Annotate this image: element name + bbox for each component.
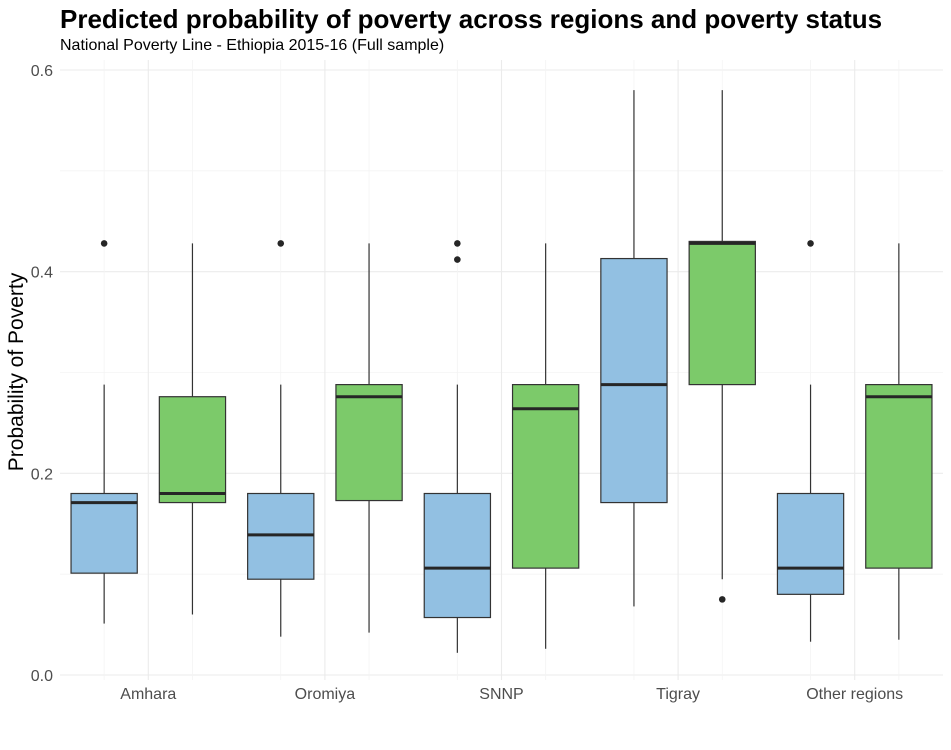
box-other-regions-1	[776, 240, 845, 642]
box-oromiya-2	[335, 243, 403, 633]
box-snnp-1	[423, 240, 492, 653]
outlier-point	[277, 240, 285, 247]
box-body	[776, 492, 845, 595]
y-axis-title: Probability of Poverty	[5, 272, 28, 471]
box-other-regions-2	[865, 243, 933, 640]
box-tigray-2	[688, 90, 756, 603]
y-tick-label: 0.0	[31, 668, 53, 685]
y-tick-label: 0.2	[31, 466, 53, 483]
outlier-point	[807, 240, 814, 247]
x-tick-label: SNNP	[479, 686, 523, 703]
box-body	[688, 240, 756, 386]
box-body	[247, 492, 315, 580]
outlier-point	[718, 596, 726, 603]
box-amhara-2	[158, 243, 227, 615]
x-tick-label: Oromiya	[295, 686, 356, 703]
outlier-point	[454, 256, 461, 263]
box-body	[865, 384, 933, 569]
axis-ticks: 0.0 0.2 0.4 0.6 Amhara Oromiya SNNP Tigray Other…	[31, 63, 903, 703]
box-body	[70, 492, 138, 574]
outlier-point	[100, 240, 108, 247]
x-tick-label: Other regions	[806, 686, 903, 703]
box-amhara-1	[70, 240, 138, 624]
box-body	[158, 396, 227, 504]
y-tick-label: 0.6	[31, 63, 53, 80]
box-plots	[70, 90, 933, 653]
box-body	[423, 492, 492, 619]
box-body	[600, 257, 668, 504]
y-tick-label: 0.4	[31, 265, 53, 282]
box-body	[511, 384, 580, 569]
chart-title: Predicted probability of poverty across …	[60, 4, 883, 34]
box-oromiya-1	[247, 240, 315, 637]
chart-subtitle: National Poverty Line - Ethiopia 2015-16…	[60, 37, 445, 54]
box-body	[335, 384, 403, 502]
box-tigray-1	[600, 90, 668, 607]
x-tick-label: Tigray	[656, 686, 700, 703]
x-tick-label: Amhara	[120, 686, 176, 703]
outlier-point	[454, 240, 461, 247]
box-snnp-2	[511, 243, 580, 649]
